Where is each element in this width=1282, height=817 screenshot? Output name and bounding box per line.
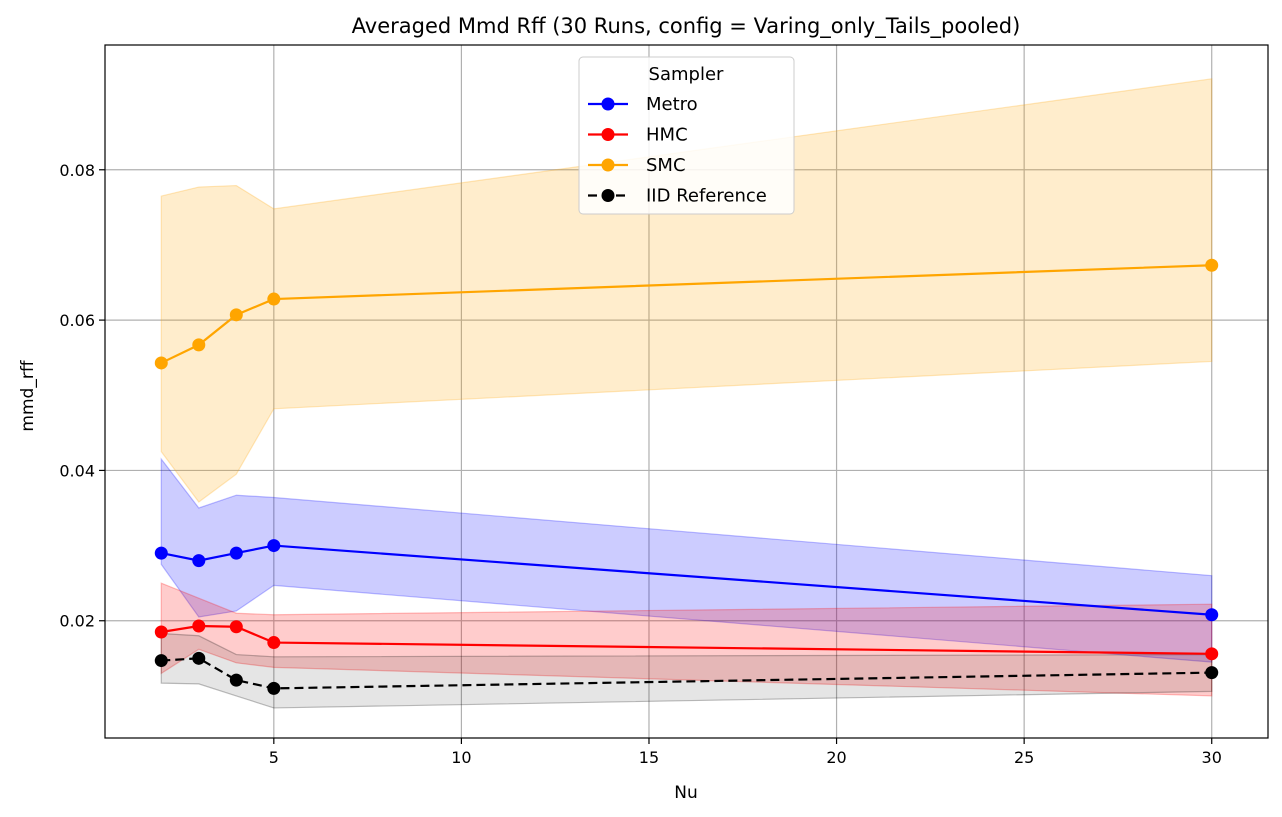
- legend-label-hmc: HMC: [646, 125, 688, 146]
- legend-marker-smc: [601, 158, 615, 172]
- band-iid-reference: [160, 632, 1213, 709]
- x-tick-label: 10: [451, 748, 471, 767]
- chart-title: Averaged Mmd Rff (30 Runs, config = Vari…: [352, 14, 1021, 39]
- point-metro: [267, 539, 281, 553]
- band-metro: [160, 457, 1213, 663]
- y-tick-label: 0.08: [59, 161, 95, 180]
- point-iid-reference: [1205, 666, 1219, 680]
- band-hmc: [160, 582, 1213, 697]
- point-metro: [154, 546, 168, 560]
- legend-box: [578, 56, 795, 215]
- legend-title: Sampler: [649, 64, 724, 85]
- legend-label-metro: Metro: [646, 94, 698, 115]
- legend-marker-metro: [601, 97, 615, 111]
- point-iid-reference: [267, 681, 281, 695]
- legend-items: Metro HMC SMC IID Reference: [588, 94, 767, 207]
- confidence-bands: [160, 78, 1213, 709]
- y-tick-label: 0.06: [59, 311, 95, 330]
- x-axis-ticks: 5 10 15 20 25 30: [269, 738, 1222, 767]
- point-metro: [1205, 608, 1219, 622]
- x-tick-label: 25: [1014, 748, 1034, 767]
- x-tick-label: 5: [269, 748, 279, 767]
- x-tick-label: 30: [1202, 748, 1222, 767]
- series-points: [154, 258, 1219, 695]
- point-metro: [229, 546, 243, 560]
- x-tick-label: 20: [826, 748, 846, 767]
- point-iid-reference: [192, 651, 206, 665]
- legend-label-smc: SMC: [646, 155, 686, 176]
- point-smc: [1205, 258, 1219, 272]
- point-iid-reference: [154, 654, 168, 668]
- legend-marker-hmc: [601, 128, 615, 141]
- point-iid-reference: [229, 673, 243, 687]
- point-metro: [192, 554, 206, 568]
- plot-frame: [104, 44, 1269, 739]
- y-tick-label: 0.04: [59, 461, 95, 480]
- point-hmc: [192, 619, 206, 633]
- point-smc: [229, 308, 243, 322]
- point-smc: [192, 338, 206, 352]
- legend-label-iid-reference: IID Reference: [646, 186, 767, 207]
- band-smc: [160, 78, 1213, 503]
- y-tick-label: 0.02: [59, 612, 95, 631]
- x-tick-label: 15: [639, 748, 659, 767]
- y-axis-label: mmd_rff: [18, 359, 38, 431]
- y-axis-ticks: 0.02 0.04 0.06 0.08: [59, 161, 105, 631]
- point-smc: [154, 356, 168, 370]
- x-axis-label: Nu: [674, 783, 698, 803]
- legend: Sampler Metro HMC SMC IID Reference: [578, 56, 795, 215]
- point-hmc: [154, 625, 168, 639]
- point-hmc: [267, 636, 281, 650]
- point-hmc: [229, 620, 243, 634]
- legend-marker-iid-reference: [601, 189, 615, 202]
- point-smc: [267, 292, 281, 306]
- point-hmc: [1205, 647, 1219, 661]
